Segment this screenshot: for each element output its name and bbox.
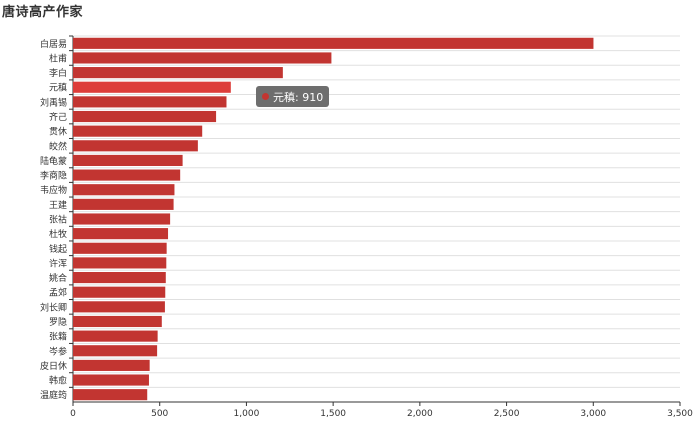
bar: [73, 125, 203, 137]
x-tick-label: 2,500: [494, 409, 520, 419]
chart-title: 唐诗高产作家: [2, 5, 84, 20]
category-label: 罗隐: [49, 316, 67, 328]
bar: [73, 96, 227, 108]
bar: [73, 37, 594, 49]
tooltip-text: 元稹: 910: [273, 90, 324, 104]
bar: [73, 110, 217, 123]
x-tick-label: 0: [70, 409, 76, 419]
bar: [73, 301, 165, 313]
category-label: 韩愈: [49, 375, 67, 387]
category-label: 李商隐: [40, 170, 67, 182]
bar: [73, 330, 158, 342]
category-label: 韦应物: [40, 184, 67, 196]
bar: [73, 154, 183, 167]
x-tick-label: 3,500: [667, 409, 693, 419]
tooltip: 元稹: 910: [256, 86, 330, 107]
category-label: 钱起: [49, 243, 67, 255]
x-tick-label: 1,500: [320, 409, 346, 419]
category-label: 许浑: [49, 257, 67, 269]
x-tick-label: 500: [151, 409, 168, 419]
category-label: 皮日休: [40, 360, 67, 372]
bar: [73, 315, 162, 328]
bar: [73, 359, 150, 371]
bar: [73, 67, 283, 79]
bar: [73, 242, 167, 254]
bar: [73, 213, 171, 225]
bar: [73, 271, 166, 284]
category-label: 杜甫: [49, 52, 67, 64]
bar: [73, 345, 158, 357]
category-label: 杜牧: [49, 228, 67, 240]
bar: [73, 374, 149, 386]
x-tick-label: 3,000: [580, 409, 606, 419]
category-label: 刘长卿: [40, 301, 67, 313]
bar: [73, 228, 169, 240]
tooltip-marker: [262, 93, 269, 100]
bar: [73, 169, 181, 181]
bar: [73, 140, 198, 152]
bar: [73, 184, 175, 196]
category-label: 陆龟蒙: [40, 155, 67, 167]
category-label: 元稹: [49, 82, 67, 94]
category-label: 刘禹锡: [40, 96, 67, 108]
bar: [73, 257, 167, 269]
bar: [73, 286, 166, 298]
category-label: 孟郊: [49, 287, 67, 299]
bar: [73, 52, 332, 64]
category-label: 王建: [49, 199, 67, 211]
category-label: 皎然: [49, 140, 67, 152]
category-label: 张籍: [49, 331, 67, 343]
category-label: 李白: [49, 67, 67, 79]
category-label: 齐己: [49, 111, 67, 123]
x-tick-label: 2,000: [407, 409, 433, 419]
bar: [73, 81, 231, 93]
category-label: 张祜: [49, 214, 67, 226]
category-label: 温庭筠: [40, 389, 67, 401]
category-label: 姚合: [49, 272, 67, 284]
x-tick-label: 1,000: [234, 409, 260, 419]
category-label: 岑参: [49, 345, 67, 357]
bar: [73, 389, 148, 401]
bar: [73, 198, 174, 210]
category-label: 贯休: [49, 126, 67, 138]
category-label: 白居易: [40, 38, 67, 50]
